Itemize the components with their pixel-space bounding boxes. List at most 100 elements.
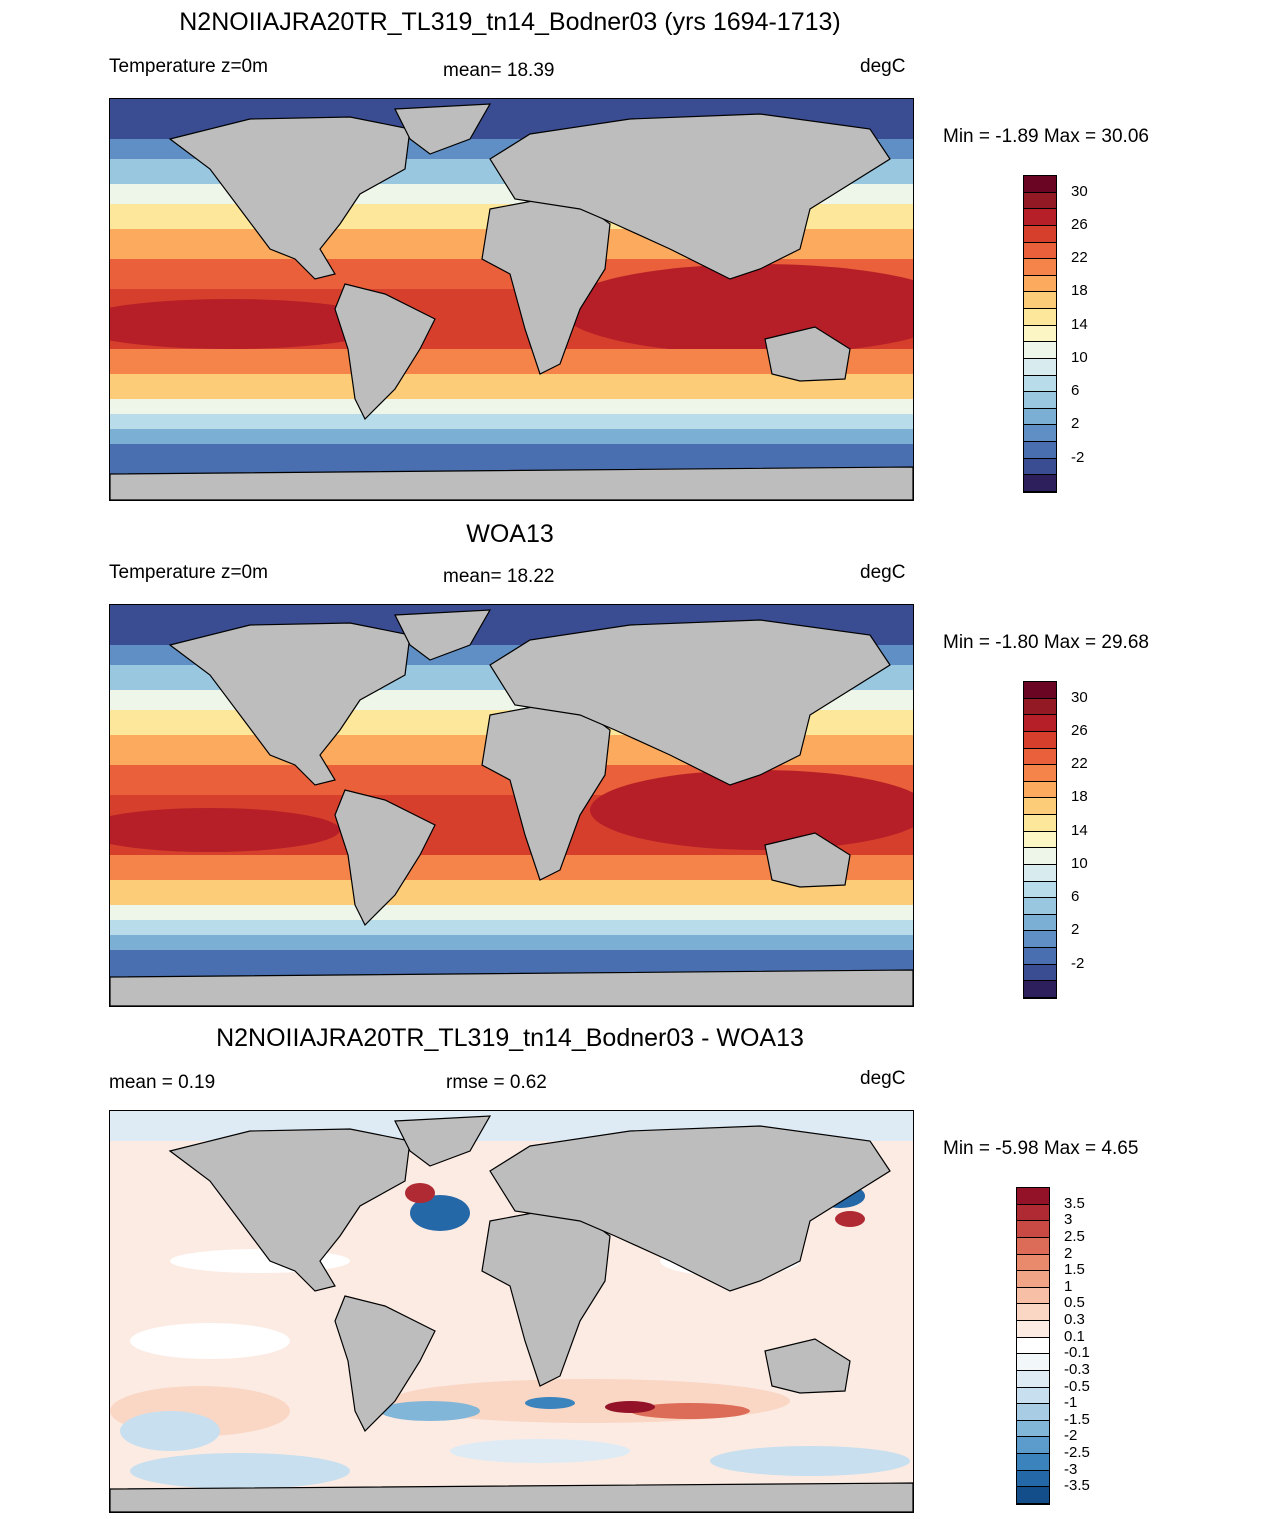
colorbar-swatch bbox=[1024, 881, 1056, 899]
colorbar-swatch bbox=[1017, 1354, 1049, 1371]
colorbar-swatch bbox=[1024, 964, 1056, 982]
colorbar-swatch bbox=[1024, 458, 1056, 476]
colorbar-tick-label: 6 bbox=[1071, 888, 1080, 906]
colorbar-swatch bbox=[1017, 1188, 1049, 1205]
colorbar-swatch bbox=[1024, 765, 1056, 782]
colorbar-swatch bbox=[1017, 1420, 1049, 1438]
colorbar-swatch bbox=[1024, 225, 1056, 243]
colorbar-tick-label: 6 bbox=[1071, 382, 1080, 400]
colorbar-swatch bbox=[1024, 392, 1056, 409]
colorbar-swatch bbox=[1024, 831, 1056, 849]
colorbar-tick-label: -3 bbox=[1064, 1460, 1078, 1478]
colorbar-swatch bbox=[1017, 1337, 1049, 1355]
panel2-units-label: degC bbox=[860, 562, 906, 583]
colorbar-swatch bbox=[1017, 1204, 1049, 1222]
panel3-units-label: degC bbox=[860, 1068, 906, 1089]
colorbar-swatch bbox=[1017, 1487, 1049, 1504]
colorbar-swatch bbox=[1017, 1437, 1049, 1455]
panel3-colorbar bbox=[1016, 1187, 1050, 1505]
panel3-map bbox=[109, 1110, 914, 1513]
colorbar-tick-label: 3.5 bbox=[1064, 1194, 1085, 1212]
colorbar-swatch bbox=[1024, 748, 1056, 766]
colorbar-swatch bbox=[1024, 358, 1056, 376]
colorbar-tick-label: 22 bbox=[1071, 249, 1088, 267]
colorbar-swatch bbox=[1024, 914, 1056, 932]
colorbar-swatch bbox=[1017, 1254, 1049, 1272]
colorbar-tick-label: -2 bbox=[1071, 448, 1085, 466]
colorbar-swatch bbox=[1024, 192, 1056, 210]
colorbar-swatch bbox=[1024, 731, 1056, 749]
colorbar-tick-label: -0.5 bbox=[1064, 1377, 1090, 1395]
colorbar-swatch bbox=[1017, 1271, 1049, 1288]
colorbar-swatch bbox=[1024, 981, 1056, 998]
panel1-map bbox=[109, 98, 914, 501]
colorbar-swatch bbox=[1017, 1221, 1049, 1238]
colorbar-tick-label: 3 bbox=[1064, 1211, 1073, 1229]
panel2-colorbar bbox=[1023, 681, 1057, 999]
colorbar-tick-label: 30 bbox=[1071, 182, 1088, 200]
colorbar-swatch bbox=[1024, 781, 1056, 799]
colorbar-swatch bbox=[1024, 342, 1056, 359]
colorbar-swatch bbox=[1017, 1304, 1049, 1322]
colorbar-swatch bbox=[1024, 209, 1056, 226]
colorbar-tick-label: 2 bbox=[1064, 1244, 1073, 1262]
panel1-mean-label: mean= 18.39 bbox=[443, 60, 555, 81]
colorbar-tick-label: 0.1 bbox=[1064, 1327, 1085, 1345]
colorbar-swatch bbox=[1024, 815, 1056, 832]
colorbar-swatch bbox=[1024, 898, 1056, 915]
colorbar-tick-label: 30 bbox=[1071, 688, 1088, 706]
colorbar-swatch bbox=[1024, 425, 1056, 443]
panel3-minmax-label: Min = -5.98 Max = 4.65 bbox=[943, 1138, 1139, 1159]
colorbar-swatch bbox=[1024, 475, 1056, 492]
colorbar-tick-label: -2 bbox=[1071, 954, 1085, 972]
colorbar-tick-label: 14 bbox=[1071, 315, 1088, 333]
colorbar-tick-label: 18 bbox=[1071, 282, 1088, 300]
colorbar-tick-label: 10 bbox=[1071, 854, 1088, 872]
colorbar-swatch bbox=[1024, 176, 1056, 193]
colorbar-tick-label: 18 bbox=[1071, 788, 1088, 806]
panel1-minmax-label: Min = -1.89 Max = 30.06 bbox=[943, 126, 1149, 147]
colorbar-swatch bbox=[1024, 408, 1056, 426]
colorbar-tick-label: 1 bbox=[1064, 1277, 1073, 1295]
colorbar-tick-label: -0.3 bbox=[1064, 1360, 1090, 1378]
panel1-units-label: degC bbox=[860, 56, 906, 77]
colorbar-tick-label: -1 bbox=[1064, 1394, 1078, 1412]
colorbar-tick-label: -0.1 bbox=[1064, 1344, 1090, 1362]
colorbar-swatch bbox=[1024, 259, 1056, 276]
colorbar-swatch bbox=[1024, 275, 1056, 293]
colorbar-swatch bbox=[1017, 1470, 1049, 1488]
colorbar-swatch bbox=[1017, 1287, 1049, 1305]
colorbar-tick-label: -2.5 bbox=[1064, 1444, 1090, 1462]
colorbar-swatch bbox=[1017, 1370, 1049, 1388]
colorbar-tick-label: 26 bbox=[1071, 215, 1088, 233]
panel2-minmax-label: Min = -1.80 Max = 29.68 bbox=[943, 632, 1149, 653]
colorbar-tick-label: 0.5 bbox=[1064, 1294, 1085, 1312]
panel2-title: WOA13 bbox=[466, 520, 554, 548]
colorbar-swatch bbox=[1024, 715, 1056, 732]
panel2-variable-label: Temperature z=0m bbox=[109, 562, 268, 583]
panel1-title: N2NOIIAJRA20TR_TL319_tn14_Bodner03 (yrs … bbox=[179, 8, 841, 36]
colorbar-tick-label: -3.5 bbox=[1064, 1477, 1090, 1495]
colorbar-tick-label: 0.3 bbox=[1064, 1311, 1085, 1329]
colorbar-tick-label: 2 bbox=[1071, 415, 1080, 433]
colorbar-swatch bbox=[1024, 848, 1056, 865]
colorbar-swatch bbox=[1024, 864, 1056, 882]
colorbar-swatch bbox=[1024, 375, 1056, 393]
colorbar-tick-label: 1.5 bbox=[1064, 1261, 1085, 1279]
panel3-mean-label: mean = 0.19 bbox=[109, 1072, 216, 1093]
panel3-title: N2NOIIAJRA20TR_TL319_tn14_Bodner03 - WOA… bbox=[216, 1024, 804, 1052]
colorbar-swatch bbox=[1024, 442, 1056, 459]
colorbar-tick-label: 22 bbox=[1071, 755, 1088, 773]
colorbar-swatch bbox=[1024, 698, 1056, 716]
colorbar-tick-label: -2 bbox=[1064, 1427, 1078, 1445]
colorbar-swatch bbox=[1024, 948, 1056, 965]
colorbar-tick-label: 14 bbox=[1071, 821, 1088, 839]
panel2-map bbox=[109, 604, 914, 1007]
colorbar-swatch bbox=[1017, 1387, 1049, 1405]
colorbar-swatch bbox=[1024, 242, 1056, 260]
colorbar-tick-label: 2 bbox=[1071, 921, 1080, 939]
colorbar-swatch bbox=[1017, 1237, 1049, 1255]
colorbar-tick-label: 10 bbox=[1071, 348, 1088, 366]
colorbar-swatch bbox=[1024, 798, 1056, 816]
colorbar-swatch bbox=[1017, 1454, 1049, 1471]
